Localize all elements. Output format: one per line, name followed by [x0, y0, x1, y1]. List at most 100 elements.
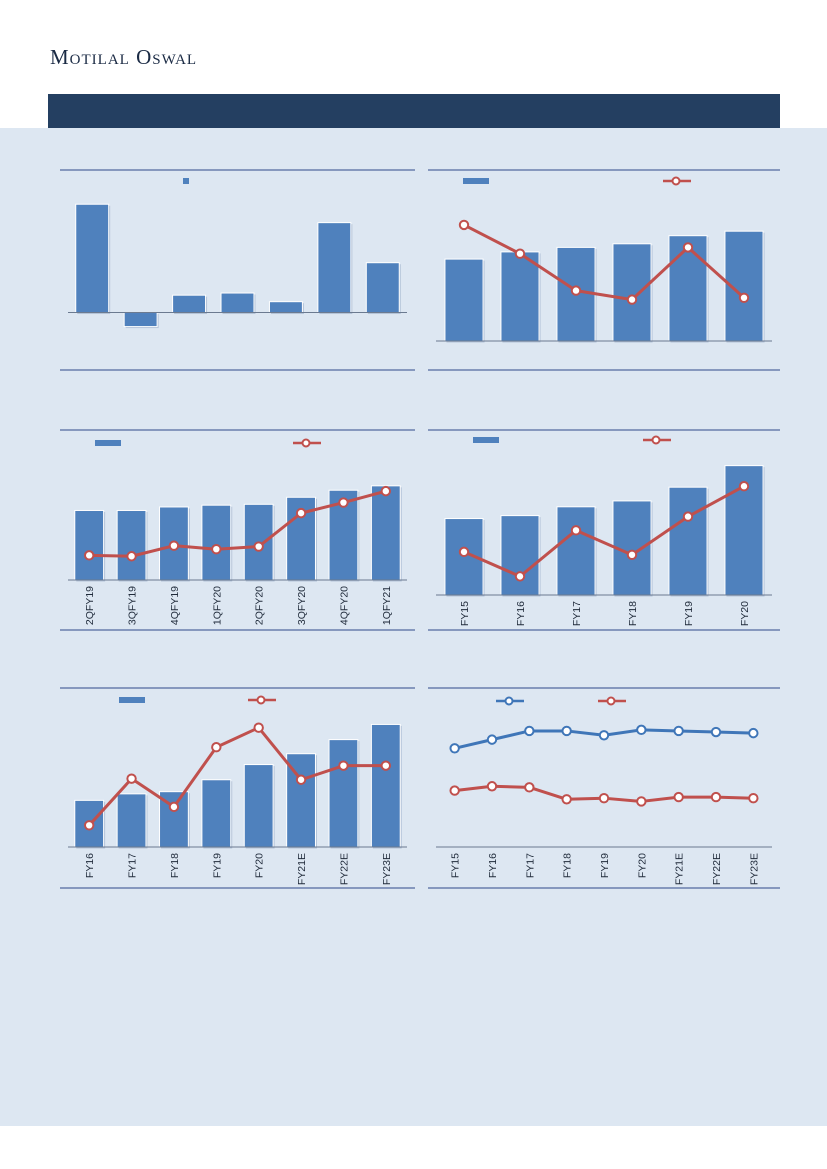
line-point [380, 485, 392, 497]
legend-bar-swatch [119, 697, 145, 703]
line-point [126, 773, 137, 784]
line-point [514, 571, 526, 582]
x-tick-label: FY19 [599, 853, 611, 878]
legend-line-marker [651, 435, 661, 445]
bar [328, 739, 359, 848]
x-tick-label: 3QFY19 [127, 586, 139, 625]
line-point [486, 781, 498, 792]
line-point [380, 760, 392, 771]
legend-bar-swatch [463, 178, 489, 184]
x-tick-label: FY23E [748, 853, 760, 885]
x-tick-label: FY19 [211, 853, 223, 878]
bar [116, 509, 147, 581]
brand-logo: Motilal Oswal [50, 45, 198, 69]
legend-line-marker [606, 696, 616, 706]
legend-line-marker [256, 695, 266, 705]
line-point [458, 546, 470, 558]
line-point [598, 730, 610, 741]
bar [500, 251, 540, 342]
bar [220, 292, 255, 314]
line-point [626, 294, 638, 305]
line-point [738, 481, 750, 492]
bar [370, 723, 401, 848]
line-point [449, 743, 460, 754]
x-tick-label: FY21E [674, 853, 686, 885]
line-point [83, 820, 95, 831]
bar [243, 764, 274, 848]
series-line [88, 726, 386, 827]
x-tick-label: FY20 [636, 853, 648, 878]
x-tick-label: FY18 [169, 853, 181, 878]
x-tick-label: FY16 [487, 853, 499, 878]
bar [123, 312, 158, 328]
x-tick-label: FY19 [683, 601, 695, 626]
bar [74, 509, 105, 581]
series-line [89, 489, 387, 558]
x-tick-label: FY21E [296, 853, 308, 885]
bar [668, 486, 708, 596]
line-point [295, 774, 307, 785]
line-point [253, 541, 264, 552]
line-point [748, 727, 759, 739]
line-point [524, 782, 535, 793]
line-point [673, 725, 684, 737]
bar [612, 243, 652, 342]
bar [365, 262, 400, 314]
line-point [748, 792, 759, 804]
x-tick-label: FY23E [381, 853, 393, 885]
line-point [682, 511, 694, 522]
bar [201, 779, 232, 848]
legend-bar-swatch [183, 178, 189, 184]
x-tick-label: 1QFY21 [381, 586, 393, 625]
line-point [598, 792, 610, 804]
x-tick-label: 3QFY20 [296, 586, 308, 625]
line-point [636, 724, 647, 736]
line-point [673, 791, 684, 803]
bar [317, 222, 352, 314]
line-point [126, 551, 137, 562]
bar [201, 504, 232, 581]
x-tick-label: 4QFY19 [169, 586, 181, 625]
bar [268, 301, 303, 314]
series-line [463, 223, 746, 302]
x-tick-label: FY15 [459, 601, 471, 626]
line-point [295, 507, 307, 519]
line-point [83, 550, 95, 561]
bar [116, 793, 147, 848]
x-tick-label: FY16 [84, 853, 96, 878]
line-point [168, 540, 180, 551]
bar [668, 235, 708, 342]
bar [172, 294, 207, 314]
series-line [463, 484, 745, 578]
line-point [338, 760, 349, 771]
legend-line-marker [671, 176, 681, 186]
legend-bar-swatch [95, 440, 121, 446]
x-tick-label: FY20 [254, 853, 266, 878]
legend-bar-swatch [473, 437, 499, 443]
line-point [253, 722, 264, 733]
bar [444, 258, 484, 342]
line-point [570, 525, 582, 536]
line-point [514, 248, 526, 259]
line-point [524, 725, 535, 737]
bar [370, 485, 401, 581]
bar [556, 506, 596, 596]
x-tick-label: FY16 [515, 601, 527, 626]
line-point [710, 791, 722, 803]
line-point [738, 292, 750, 303]
x-tick-label: FY17 [127, 853, 139, 878]
line-point [626, 549, 638, 561]
line-point [561, 725, 572, 737]
section-banner [48, 94, 780, 128]
x-tick-label: FY15 [450, 853, 462, 878]
legend-line-marker [504, 696, 514, 706]
x-tick-label: FY17 [524, 853, 536, 878]
line-point [168, 801, 180, 813]
x-tick-label: FY17 [571, 601, 583, 626]
x-tick-label: 4QFY20 [338, 586, 350, 625]
bar [75, 203, 110, 314]
line-point [211, 742, 222, 753]
legend-line-marker [301, 438, 311, 448]
x-tick-label: FY22E [338, 853, 350, 885]
